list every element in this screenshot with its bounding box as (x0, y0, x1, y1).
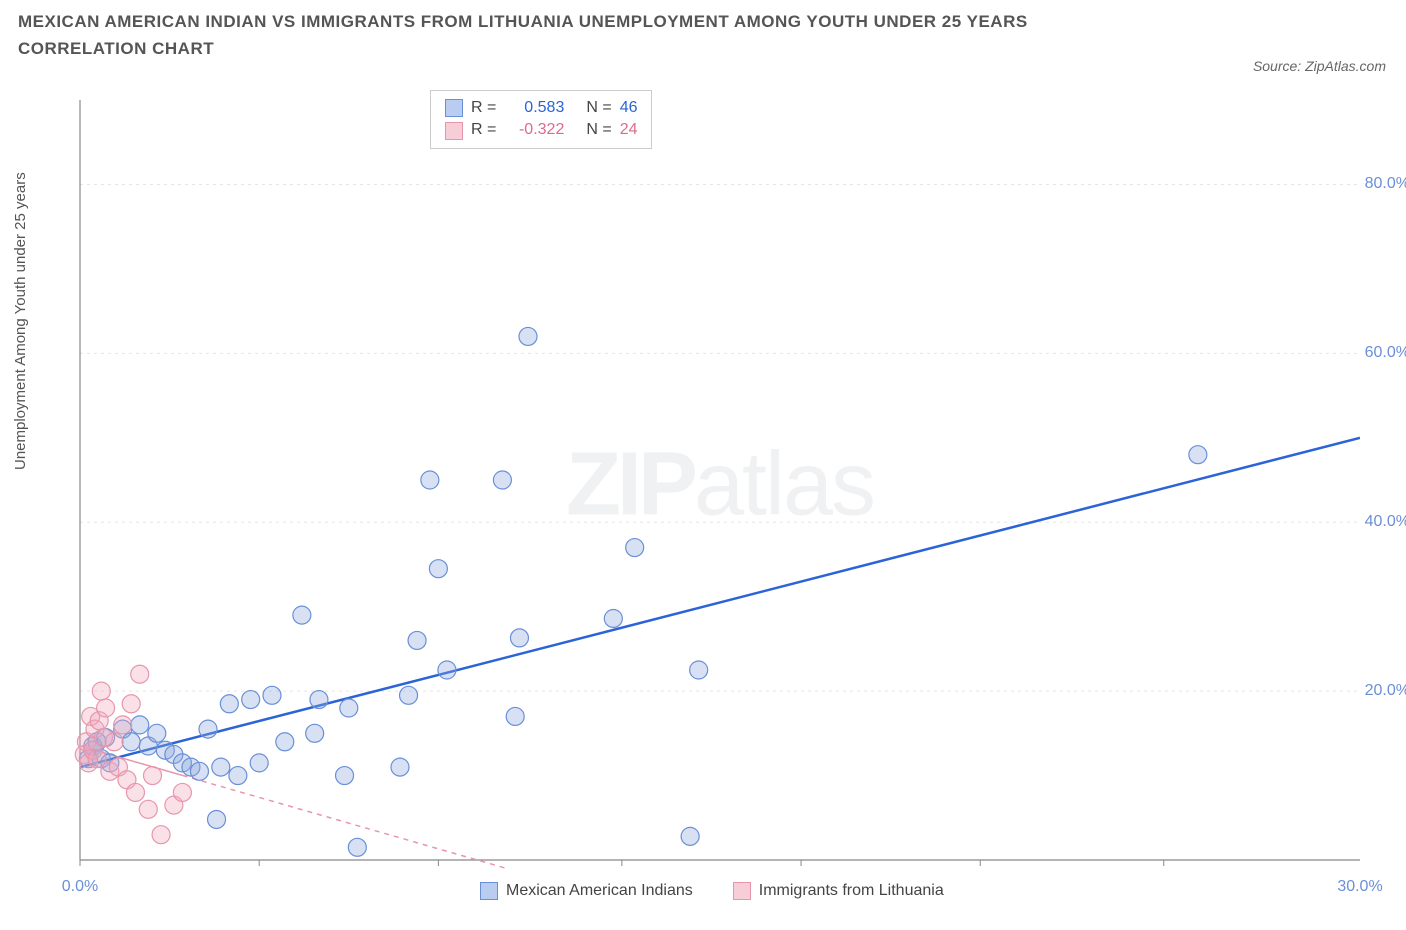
legend-swatch-icon (480, 882, 498, 900)
stats-row: R = 0.583 N = 46 (445, 97, 637, 119)
y-tick-label: 20.0% (1365, 682, 1406, 700)
legend-swatch-icon (733, 882, 751, 900)
n-value: 46 (620, 97, 638, 119)
n-label: N = (586, 97, 611, 119)
series-legend: Mexican American Indians Immigrants from … (480, 882, 944, 900)
n-value: 24 (620, 119, 638, 141)
legend-item: Immigrants from Lithuania (733, 882, 944, 900)
legend-item: Mexican American Indians (480, 882, 693, 900)
correlation-stats-legend: R = 0.583 N = 46 R = -0.322 N = 24 (430, 90, 652, 149)
n-label: N = (586, 119, 611, 141)
legend-label: Mexican American Indians (506, 882, 693, 900)
legend-swatch-icon (445, 99, 463, 117)
chart-title: MEXICAN AMERICAN INDIAN VS IMMIGRANTS FR… (18, 8, 1138, 62)
legend-swatch-icon (445, 122, 463, 140)
x-tick-label: 0.0% (62, 878, 98, 896)
stats-row: R = -0.322 N = 24 (445, 119, 637, 141)
y-tick-label: 40.0% (1365, 513, 1406, 531)
r-value: 0.583 (504, 97, 564, 119)
r-label: R = (471, 119, 496, 141)
source-attribution: Source: ZipAtlas.com (1253, 58, 1386, 74)
y-axis-label: Unemployment Among Youth under 25 years (12, 172, 29, 470)
x-tick-label: 30.0% (1337, 878, 1382, 896)
y-tick-label: 80.0% (1365, 175, 1406, 193)
r-value: -0.322 (504, 119, 564, 141)
chart-area: ZIPatlas R = 0.583N = 46R = -0.322N = 24… (60, 90, 1380, 880)
r-label: R = (471, 97, 496, 119)
y-tick-label: 60.0% (1365, 344, 1406, 362)
scatter-plot-svg (60, 90, 1360, 880)
legend-label: Immigrants from Lithuania (759, 882, 944, 900)
